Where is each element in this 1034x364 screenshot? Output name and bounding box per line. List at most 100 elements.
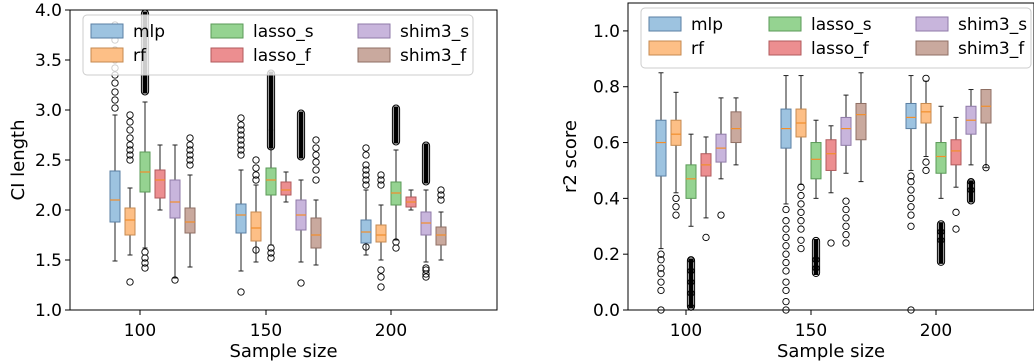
outlier-point [842, 197, 850, 205]
outlier-cluster [421, 141, 431, 186]
outlier-point [362, 176, 370, 184]
outlier-point [377, 171, 385, 179]
series-lasso_s [139, 101, 402, 272]
x-tick-label: 200 [920, 321, 952, 341]
outlier-point [111, 96, 119, 104]
outlier-cluster [296, 109, 306, 161]
outlier-point [362, 144, 370, 152]
outlier-point [362, 181, 370, 189]
legend-swatch-shim3_s [357, 23, 391, 39]
series-lasso_f [700, 116, 962, 247]
outlier-point [717, 211, 725, 219]
outlier-point [797, 217, 805, 225]
box [124, 207, 136, 236]
outlier-point [312, 158, 320, 166]
outlier-cluster-fill [393, 106, 399, 144]
outlier-point [141, 259, 149, 267]
legend-swatch-lasso_f [210, 47, 244, 63]
x-tick-label: 150 [795, 321, 827, 341]
outlier-point [657, 270, 665, 278]
outlier-point [297, 279, 305, 287]
legend-label-shim3_f: shim3_f [400, 46, 467, 66]
outlier-point [782, 217, 790, 225]
outlier-cluster [966, 178, 976, 205]
box [435, 226, 447, 246]
legend-swatch-rf [90, 47, 124, 63]
y-tick-label: 3.0 [35, 101, 62, 121]
outlier-point [907, 203, 915, 211]
outlier-point [237, 151, 245, 159]
outlier-point [982, 164, 990, 172]
outlier-cluster-fill [938, 222, 944, 264]
outlier-point [842, 230, 850, 239]
outlier-point [797, 191, 805, 200]
y-tick-label: 0.2 [593, 245, 620, 265]
outlier-point [907, 172, 915, 180]
box [920, 102, 932, 124]
outlier-point [111, 79, 119, 87]
outlier-point [186, 161, 194, 169]
outlier-point [252, 246, 260, 254]
outlier-point [842, 222, 850, 230]
y-tick-label: 1.0 [593, 22, 620, 42]
box [265, 167, 277, 196]
outlier-point [126, 126, 134, 134]
x-axis-label: Sample size [777, 341, 885, 362]
box [169, 179, 181, 219]
outlier-point [922, 74, 930, 83]
outlier-point [422, 266, 430, 274]
outlier-point [237, 288, 245, 296]
outlier-point [126, 141, 134, 149]
legend-label-mlp: mlp [691, 15, 723, 35]
box [855, 102, 867, 141]
x-tick-label: 100 [670, 321, 702, 341]
outlier-point [952, 225, 960, 233]
series-shim3_s [715, 89, 977, 247]
outlier-point [907, 177, 915, 186]
legend-label-shim3_s: shim3_s [400, 22, 469, 42]
outlier-point [702, 233, 710, 242]
legend-swatch-lasso_s [210, 23, 244, 39]
outlier-point [126, 146, 134, 154]
outlier-cluster [391, 104, 401, 146]
outlier-point [827, 239, 835, 247]
outlier-point [267, 254, 275, 262]
outlier-point [377, 176, 385, 184]
outlier-point [377, 266, 385, 274]
y-axis-label: r2 score [560, 120, 581, 193]
outlier-point [252, 156, 260, 164]
box [840, 116, 852, 146]
legend-swatch-lasso_f [768, 40, 802, 56]
legend-swatch-rf [648, 40, 682, 56]
outlier-point [126, 134, 134, 142]
outlier-cluster-fill [268, 71, 274, 149]
outlier-point [657, 250, 665, 258]
outlier-point [922, 158, 930, 166]
outlier-point [782, 258, 790, 267]
box [825, 139, 837, 171]
y-axis-label: CI length [8, 120, 29, 201]
outlier-point [237, 114, 245, 122]
outlier-cluster [811, 236, 821, 278]
box [109, 170, 121, 223]
outlier-point [797, 244, 805, 253]
box [655, 119, 667, 177]
outlier-point [126, 111, 134, 119]
outlier-point [907, 211, 915, 219]
series-rf [670, 74, 932, 253]
outlier-point [237, 131, 245, 139]
outlier-cluster-fill [423, 143, 429, 184]
chart-panel-2: mlp rf lasso_s lasso_f shim3_s shim3_f 0.0 0.2 0… [560, 2, 1034, 362]
outlier-point [237, 121, 245, 129]
outlier-point [362, 161, 370, 169]
outlier-point [782, 205, 790, 214]
outlier-point [126, 118, 134, 126]
box [375, 224, 387, 243]
outlier-cluster-fill [813, 238, 819, 276]
box [730, 111, 742, 144]
x-tick-label: 200 [375, 321, 407, 341]
legend: mlp rf lasso_s lasso_f shim3_s shim3_f [640, 7, 1032, 69]
legend-label-lasso_s: lasso_s [253, 22, 314, 42]
outlier-point [312, 176, 320, 184]
outlier-point [657, 264, 665, 272]
